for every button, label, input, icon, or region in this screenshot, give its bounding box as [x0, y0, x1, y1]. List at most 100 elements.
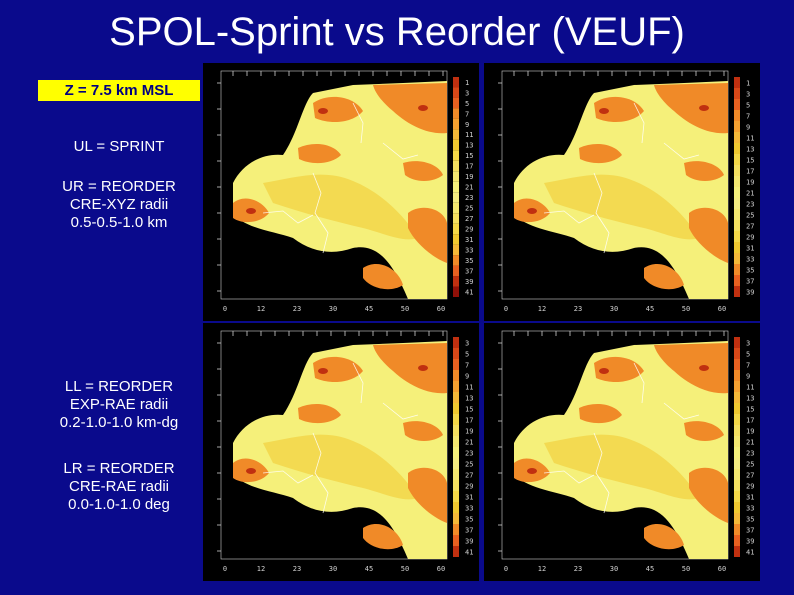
x-tick-label: 23	[293, 565, 301, 573]
scale-label: 27	[746, 471, 754, 479]
scale-label: 17	[465, 163, 473, 171]
x-tick-label: 60	[437, 565, 445, 573]
x-tick-label: 60	[437, 305, 445, 313]
scale-label: 9	[746, 123, 750, 131]
scale-label: 41	[746, 548, 754, 556]
echo-core	[599, 108, 609, 114]
x-tick-label: 30	[329, 565, 337, 573]
scale-label: 21	[746, 438, 754, 446]
x-tick-label: 50	[401, 565, 409, 573]
scale-label: 13	[746, 394, 754, 402]
x-tick-label: 0	[223, 305, 227, 313]
scale-label: 19	[465, 427, 473, 435]
scale-label: 15	[465, 152, 473, 160]
scale-label: 7	[465, 361, 469, 369]
scale-label: 25	[465, 460, 473, 468]
scale-label: 5	[465, 100, 469, 108]
x-tick-label: 50	[682, 305, 690, 313]
scale-label: 5	[746, 101, 750, 109]
scale-label: 19	[746, 178, 754, 186]
x-tick-label: 23	[574, 305, 582, 313]
scale-label: 3	[465, 89, 469, 97]
echo-cell	[689, 467, 728, 523]
scale-label: 31	[465, 493, 473, 501]
x-tick-label: 50	[401, 305, 409, 313]
scale-label: 11	[746, 383, 754, 391]
x-tick-label: 45	[646, 565, 654, 573]
scale-label: 21	[746, 189, 754, 197]
echo-cell	[313, 96, 363, 123]
scale-label: 39	[465, 278, 473, 286]
x-tick-label: 12	[257, 305, 265, 313]
radar-panel-ur: 0 12 23 30 45 50 60 1 3 5 7 9 11 13 15 17 19 21 23 25 27 29 31…	[484, 63, 760, 321]
scale-label: 37	[746, 526, 754, 534]
echo-core	[246, 468, 256, 474]
scale-label: 19	[465, 173, 473, 181]
echo-cell	[684, 421, 724, 441]
echo-cell	[684, 161, 724, 181]
scale-label: 41	[465, 548, 473, 556]
scale-label: 35	[746, 266, 754, 274]
scale-label: 41	[465, 288, 473, 296]
echo-field	[514, 81, 728, 299]
scale-label: 33	[465, 246, 473, 254]
level-label: Z = 7.5 km MSL	[38, 80, 200, 101]
scale-label: 29	[465, 226, 473, 234]
desc-ll: LL = REORDER EXP-RAE radii 0.2-1.0-1.0 k…	[38, 378, 200, 432]
x-tick-label: 50	[682, 565, 690, 573]
echo-field	[233, 341, 447, 559]
scale-label: 7	[465, 110, 469, 118]
echo-cell	[644, 264, 684, 290]
scale-label: 9	[746, 372, 750, 380]
scale-label: 39	[746, 288, 754, 296]
scale-label: 11	[465, 383, 473, 391]
scale-label: 23	[746, 200, 754, 208]
scale-label: 17	[746, 167, 754, 175]
x-tick-label: 12	[257, 565, 265, 573]
echo-cell	[408, 207, 447, 263]
x-tick-label: 30	[329, 305, 337, 313]
echo-cell	[594, 356, 644, 383]
echo-field	[233, 81, 447, 299]
echo-cell	[363, 264, 403, 290]
scale-label: 19	[746, 427, 754, 435]
echo-field	[514, 341, 728, 559]
echo-core	[318, 108, 328, 114]
x-tick-label: 0	[504, 305, 508, 313]
x-tick-label: 23	[574, 565, 582, 573]
desc-ur: UR = REORDER CRE-XYZ radii 0.5-0.5-1.0 k…	[38, 178, 200, 232]
scale-label: 29	[465, 482, 473, 490]
x-tick-label: 30	[610, 565, 618, 573]
echo-cell	[689, 207, 728, 263]
scale-label: 5	[465, 350, 469, 358]
scale-label: 3	[465, 339, 469, 347]
scale-label: 13	[746, 145, 754, 153]
scale-label: 25	[746, 211, 754, 219]
scale-label: 13	[465, 394, 473, 402]
scale-label: 35	[465, 515, 473, 523]
scale-label: 7	[746, 112, 750, 120]
scale-label: 17	[746, 416, 754, 424]
echo-core	[318, 368, 328, 374]
desc-ll-line-2: EXP-RAE radii	[69, 396, 169, 413]
echo-cell	[298, 403, 341, 424]
echo-cell	[644, 524, 684, 550]
desc-ll-line-1: LL = REORDER	[64, 378, 174, 395]
scale-label: 9	[465, 372, 469, 380]
scale-label: 33	[746, 504, 754, 512]
slide-title: SPOL-Sprint vs Reorder (VEUF)	[109, 10, 685, 54]
scale-label: 13	[465, 142, 473, 150]
x-tick-label: 30	[610, 305, 618, 313]
scale-label: 31	[465, 236, 473, 244]
scale-label: 25	[746, 460, 754, 468]
scale-label: 27	[465, 471, 473, 479]
scale-label: 21	[465, 184, 473, 192]
echo-cell	[373, 83, 447, 134]
scale-label: 15	[465, 405, 473, 413]
x-tick-label: 45	[365, 305, 373, 313]
echo-core	[418, 365, 428, 371]
echo-cell	[594, 96, 644, 123]
